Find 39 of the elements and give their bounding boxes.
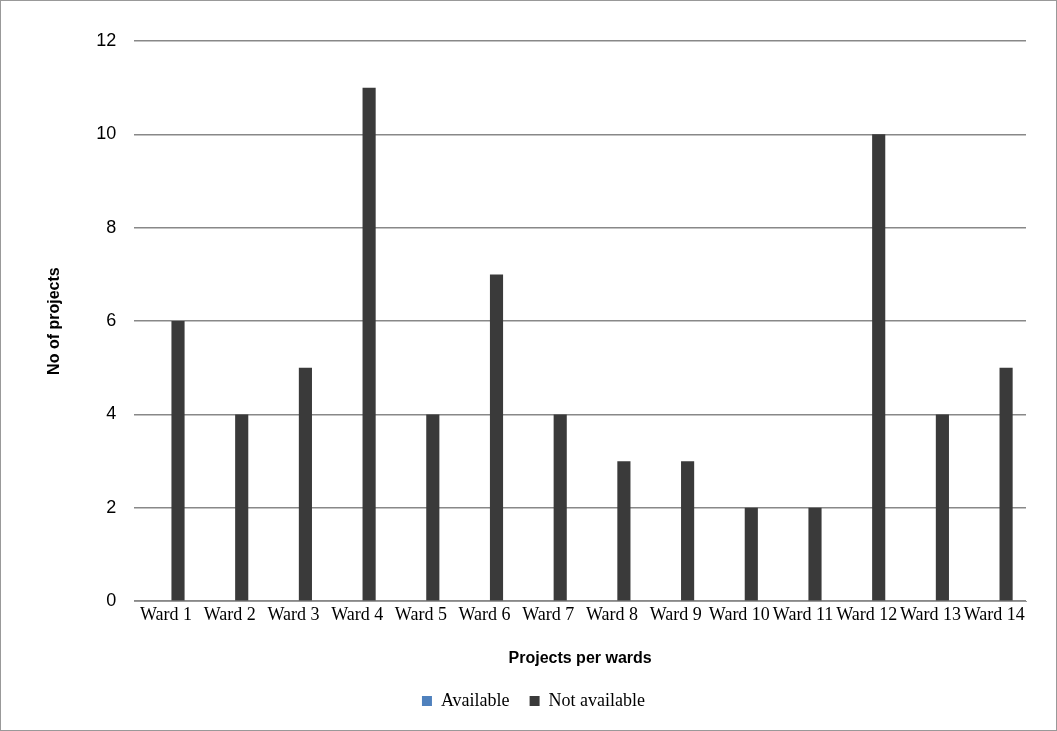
y-tick-label: 12 xyxy=(96,29,117,50)
x-tick-label: Ward 13 xyxy=(899,603,961,624)
bar xyxy=(872,134,886,601)
bar xyxy=(235,414,249,601)
y-tick-label: 4 xyxy=(106,403,117,424)
legend-label: Available xyxy=(440,689,510,710)
x-tick-label: Ward 12 xyxy=(836,603,898,624)
y-tick-label: 0 xyxy=(106,590,117,611)
x-tick-label: Ward 4 xyxy=(331,603,384,624)
x-tick-label: Ward 9 xyxy=(649,603,702,624)
bar xyxy=(617,461,631,601)
bar xyxy=(171,321,185,601)
x-tick-label: Ward 5 xyxy=(394,603,447,624)
y-tick-label: 2 xyxy=(106,496,117,517)
bar xyxy=(489,274,504,601)
y-tick-label: 8 xyxy=(106,216,117,237)
x-tick-label: Ward 2 xyxy=(203,603,256,624)
x-tick-label: Ward 14 xyxy=(963,603,1025,624)
bar xyxy=(681,461,695,601)
y-tick-label: 6 xyxy=(106,310,117,331)
bar xyxy=(553,414,567,601)
x-tick-label: Ward 3 xyxy=(267,603,320,624)
bar xyxy=(426,414,440,601)
x-tick-label: Ward 10 xyxy=(708,603,770,624)
x-tick-label: Ward 1 xyxy=(140,603,193,624)
legend-label: Not available xyxy=(548,689,646,710)
x-tick-label: Ward 8 xyxy=(585,603,638,624)
y-tick-label: 10 xyxy=(96,123,117,144)
bar xyxy=(298,367,312,601)
x-tick-label: Ward 6 xyxy=(458,603,511,624)
x-tick-label: Ward 7 xyxy=(522,603,575,624)
x-axis-title: Projects per wards xyxy=(508,648,652,666)
x-tick-label: Ward 11 xyxy=(772,603,834,624)
bar xyxy=(744,507,758,601)
y-axis-title: No of projects xyxy=(45,267,63,375)
bar xyxy=(362,87,376,601)
bar xyxy=(808,507,822,601)
bar xyxy=(999,367,1013,601)
bar xyxy=(935,414,949,601)
